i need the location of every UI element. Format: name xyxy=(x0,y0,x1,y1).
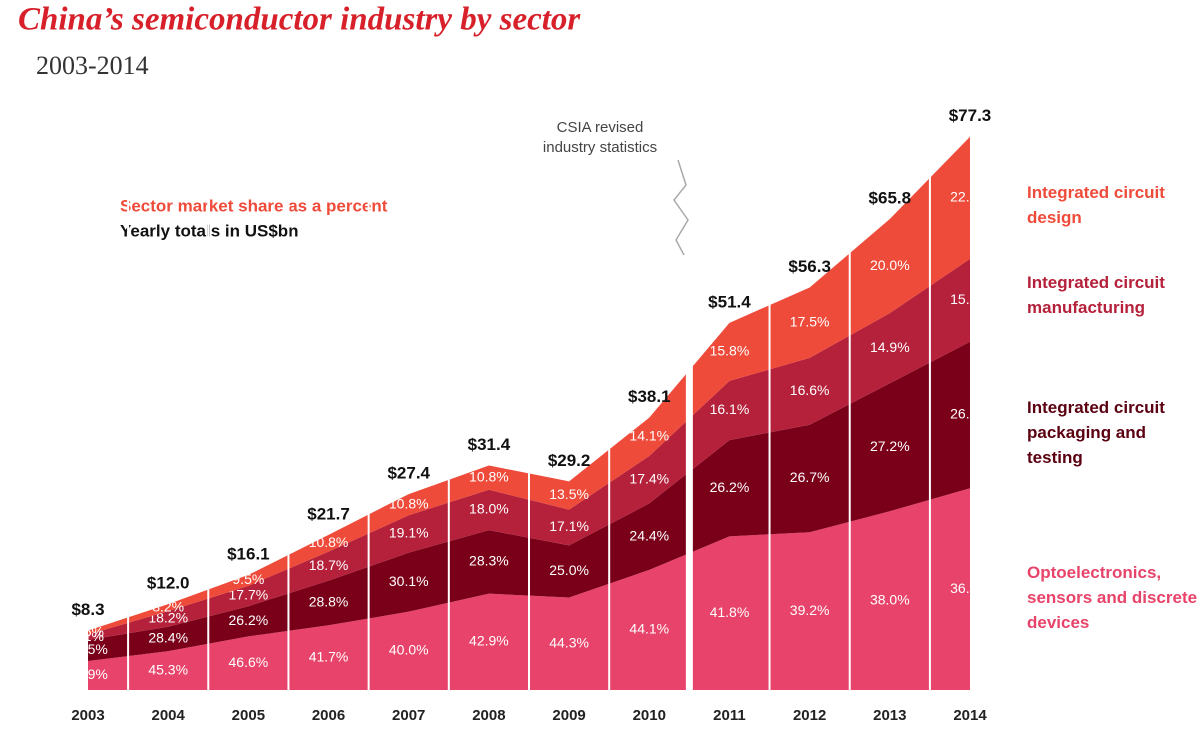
plot-area: 48.9% 45.3% 46.6% 41.7% 40.0% 42.9% 44.3% 44.1%… xyxy=(68,106,991,724)
value-label: 27.2% xyxy=(870,438,910,454)
value-label: 40.0% xyxy=(389,642,429,658)
total-label: $65.8 xyxy=(869,189,912,208)
value-label: 39.2% xyxy=(790,602,830,618)
value-label: 10.8% xyxy=(469,468,509,484)
value-label: 17.5% xyxy=(790,313,830,329)
value-label: 22.1% xyxy=(950,189,990,205)
value-label: 44.1% xyxy=(629,621,669,637)
total-label: $16.1 xyxy=(227,544,270,563)
value-label: 17.1% xyxy=(549,518,589,534)
x-tick-label: 2005 xyxy=(232,707,265,724)
value-label: 8.2% xyxy=(152,598,184,614)
x-tick-label: 2011 xyxy=(713,707,746,724)
value-label: 42.9% xyxy=(469,633,509,649)
x-tick-label: 2006 xyxy=(312,707,345,724)
value-label: 45.3% xyxy=(148,661,188,677)
total-label: $29.2 xyxy=(548,451,591,470)
x-tick-label: 2014 xyxy=(953,707,987,724)
total-label: $27.4 xyxy=(387,464,430,483)
share-note: Sector market share as a percent xyxy=(120,196,388,215)
area xyxy=(88,488,970,690)
legend-entry: Integrated circuit design xyxy=(1027,183,1165,227)
value-label: 38.0% xyxy=(870,591,910,607)
chart-title: China’s semiconductor industry by sector xyxy=(18,2,581,38)
x-tick-label: 2004 xyxy=(151,707,185,724)
totals-note: Yearly totals in US$bn xyxy=(120,221,299,240)
total-label: $8.3 xyxy=(71,600,104,619)
value-label: 30.1% xyxy=(389,573,429,589)
value-label: 28.3% xyxy=(469,553,509,569)
chart-subtitle: 2003-2014 xyxy=(36,51,149,80)
total-label: $31.4 xyxy=(468,435,511,454)
value-label: 48.9% xyxy=(68,666,108,682)
value-label: 9.5% xyxy=(232,571,264,587)
total-label: $51.4 xyxy=(708,292,751,311)
x-tick-label: 2012 xyxy=(793,707,826,724)
value-label: 10.8% xyxy=(309,534,349,550)
value-label: 16.6% xyxy=(790,382,830,398)
x-tick-label: 2007 xyxy=(392,707,425,724)
value-label: 18.7% xyxy=(309,557,349,573)
value-label: 14.1% xyxy=(629,427,669,443)
value-label: 18.0% xyxy=(469,501,509,517)
value-label: 41.8% xyxy=(710,604,750,620)
total-label: $21.7 xyxy=(307,504,350,523)
total-label: $12.0 xyxy=(147,574,190,593)
value-label: 6.5% xyxy=(72,623,104,639)
area xyxy=(88,341,970,661)
legend-entry: Integrated circuit manufacturing xyxy=(1027,273,1165,317)
x-tick-label: 2003 xyxy=(71,707,104,724)
legend-entry: Optoelectronics, sensors and discrete de… xyxy=(1027,563,1198,632)
value-label: 44.3% xyxy=(549,634,589,650)
value-label: 19.1% xyxy=(389,525,429,541)
value-label: 36.5% xyxy=(950,580,990,596)
value-label: 46.6% xyxy=(229,654,269,670)
x-tick-label: 2010 xyxy=(633,707,666,724)
value-label: 13.5% xyxy=(549,486,589,502)
value-label: 28.8% xyxy=(309,594,349,610)
total-label: $56.3 xyxy=(788,257,831,276)
value-label: 17.7% xyxy=(229,587,269,603)
value-label: 20.0% xyxy=(870,257,910,273)
value-label: 28.4% xyxy=(148,630,188,646)
x-tick-label: 2009 xyxy=(552,707,585,724)
value-label: 26.5% xyxy=(950,406,990,422)
total-label: $38.1 xyxy=(628,387,671,406)
legend-entry: Integrated circuit packaging and testing xyxy=(1027,398,1165,467)
x-tick-label: 2008 xyxy=(472,707,505,724)
annotation: CSIA revised industry statistics xyxy=(542,119,658,156)
total-label: $77.3 xyxy=(949,106,992,125)
x-tick-label: 2013 xyxy=(873,707,906,724)
value-label: 15.0% xyxy=(950,291,990,307)
value-label: 41.7% xyxy=(309,648,349,664)
value-label: 35.5% xyxy=(68,641,108,657)
value-label: 25.0% xyxy=(549,562,589,578)
value-label: 26.2% xyxy=(710,479,750,495)
value-label: 26.2% xyxy=(229,612,269,628)
value-label: 24.4% xyxy=(629,527,669,543)
value-label: 10.8% xyxy=(389,495,429,511)
value-label: 26.7% xyxy=(790,469,830,485)
break-mark xyxy=(673,159,689,256)
value-label: 14.9% xyxy=(870,339,910,355)
value-label: 15.8% xyxy=(710,343,750,359)
value-label: 16.1% xyxy=(710,401,750,417)
value-label: 17.4% xyxy=(629,470,669,486)
